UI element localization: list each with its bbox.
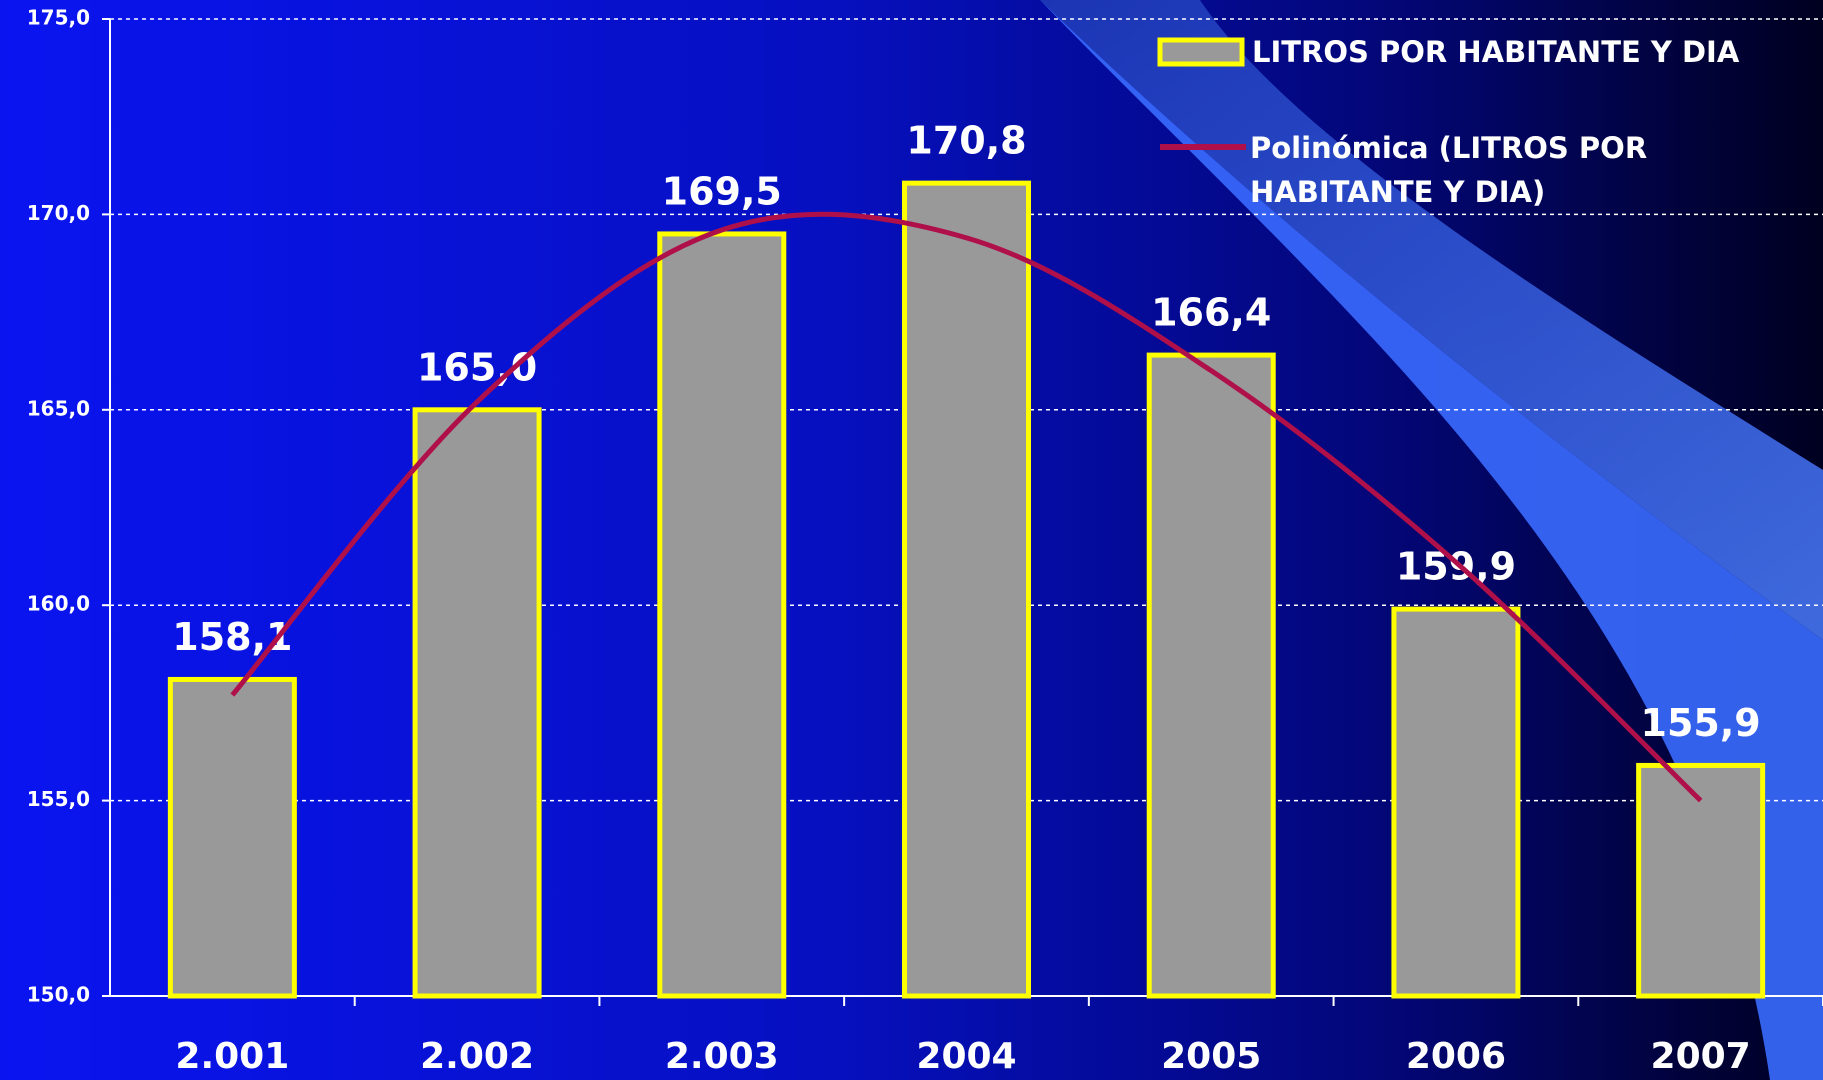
legend-text-box: Polinómica (LITROS POR HABITANTE Y DIA) (1250, 131, 1648, 209)
y-tick-label: 155,0 (27, 787, 90, 811)
value-label: 159,9 (1396, 545, 1516, 589)
y-tick-label: 175,0 (27, 6, 90, 30)
x-tick-label: 2.002 (420, 1036, 534, 1077)
value-label: 169,5 (662, 169, 782, 213)
bar (1146, 352, 1276, 999)
value-label: 170,8 (906, 119, 1026, 163)
x-tick-label: 2005 (1161, 1036, 1261, 1077)
bar (412, 407, 542, 999)
legend-label: Polinómica (LITROS POR HABITANTE Y DIA) (1250, 131, 1648, 209)
value-label: 165,0 (417, 345, 537, 389)
x-tick-label: 2.003 (665, 1036, 779, 1077)
y-tick-label: 165,0 (27, 396, 90, 420)
x-tick-label: 2006 (1406, 1036, 1506, 1077)
y-tick-label: 160,0 (27, 592, 90, 616)
swoosh (1040, 0, 1823, 1080)
x-tick-label: 2004 (916, 1036, 1016, 1077)
swoosh (1040, 0, 1823, 640)
trend-line (230, 211, 1703, 803)
value-label: 166,4 (1151, 291, 1271, 335)
x-tick-label: 2.001 (175, 1036, 289, 1077)
bar (1636, 762, 1766, 999)
legend-swatch (1157, 37, 1245, 67)
bar (1391, 606, 1521, 999)
bar (167, 676, 297, 999)
x-tick-label: 2007 (1651, 1036, 1751, 1077)
legend: LITROS POR HABITANTE Y DIA Polinómica (L… (1157, 35, 1740, 209)
value-label: 155,9 (1641, 701, 1761, 745)
legend-label: LITROS POR HABITANTE Y DIA (1252, 35, 1740, 69)
y-tick-label: 170,0 (27, 201, 90, 225)
y-tick-label: 150,0 (27, 983, 90, 1007)
bar (902, 180, 1031, 999)
value-label: 158,1 (172, 615, 292, 659)
bar (657, 231, 787, 999)
